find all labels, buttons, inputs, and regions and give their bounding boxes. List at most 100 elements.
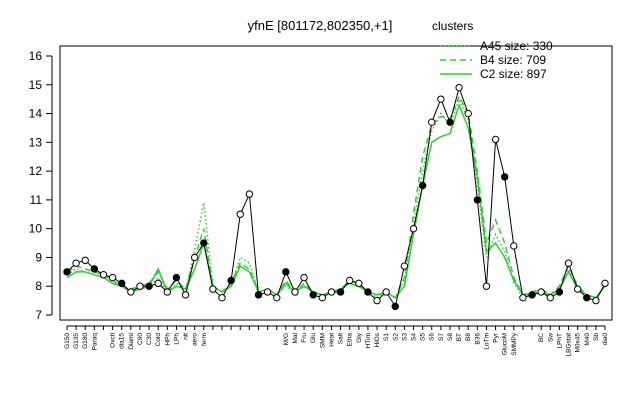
y-tick-label: 8 (35, 279, 42, 293)
x-tick-label: GlucoM (502, 333, 509, 355)
profile-point (336, 288, 345, 296)
profile-point (400, 262, 409, 270)
x-tick-label: B8 (465, 333, 472, 341)
profile-point (190, 253, 199, 262)
y-tick-label: 7 (35, 308, 42, 322)
profile-point (446, 118, 454, 126)
profile-point (118, 279, 126, 288)
x-tick-label: Mal (292, 332, 299, 343)
x-tick-label: Salt (338, 333, 345, 344)
profile-point (473, 196, 482, 204)
profile-point (327, 288, 336, 296)
x-tick-label: G180 (82, 333, 89, 349)
x-tick-label: Glu (310, 333, 317, 344)
profile-point (464, 109, 472, 118)
y-tick-label: 12 (29, 164, 43, 178)
chart-title: yfnE [801172,802350,+1] (248, 18, 393, 33)
profile-point (282, 268, 290, 276)
profile-point (263, 288, 272, 296)
profile-point (437, 95, 445, 103)
profile-point (373, 296, 381, 305)
profile-point (127, 288, 135, 296)
plot-frame (59, 45, 613, 321)
profile-point (546, 294, 554, 302)
profile-point (136, 282, 144, 290)
profile-point (227, 276, 235, 285)
profile-point (428, 118, 436, 126)
profile-point (318, 294, 327, 302)
x-tick-label: Cold (155, 333, 162, 347)
x-tick-label: dia0 (602, 333, 609, 346)
profile-point (418, 181, 427, 190)
profile-point (309, 291, 317, 299)
profile-point (364, 288, 372, 296)
x-tick-label: BC (538, 333, 545, 342)
profile-point (90, 265, 99, 273)
y-tick-label: 13 (29, 135, 43, 149)
x-tick-label: S7 (438, 333, 445, 341)
x-tick-label: LoTm (483, 333, 490, 350)
profile-point (528, 291, 536, 299)
profile-point (519, 294, 527, 302)
profile-point (254, 291, 263, 299)
x-tick-label: B36 (474, 333, 481, 345)
profile-point (72, 259, 80, 267)
profile-point (81, 256, 89, 265)
legend-label: A45 size: 330 (480, 39, 553, 53)
profile-point (273, 294, 281, 302)
cluster-line (66, 97, 606, 299)
x-tick-label: Sw (547, 333, 554, 342)
profile-point (601, 279, 609, 288)
x-tick-label: M0x45 (575, 333, 582, 353)
x-tick-label: LPhT (556, 333, 563, 349)
profile-point (99, 271, 108, 279)
profile-point (500, 173, 509, 181)
y-tick-label: 10 (29, 222, 43, 236)
legend-label: C2 size: 897 (480, 67, 547, 81)
profile-point (491, 135, 500, 144)
profile-point (573, 285, 582, 293)
profile-point (163, 288, 172, 296)
y-tick-label: 14 (29, 107, 43, 121)
x-tick-label: SMMPy (511, 332, 518, 356)
legend-title: clusters (432, 19, 473, 33)
x-tick-label: HTim (365, 333, 372, 348)
profile-point (181, 291, 190, 299)
y-tick-label: 16 (29, 49, 43, 63)
profile-point (583, 294, 591, 302)
cluster-line (66, 94, 606, 299)
profile-point (555, 288, 564, 296)
x-tick-label: Sb (593, 333, 600, 341)
profile-point (218, 294, 226, 302)
y-tick-label: 11 (30, 193, 43, 207)
x-tick-label: S5 (420, 333, 427, 341)
profile-point (355, 279, 363, 288)
x-tick-label: G150 (64, 333, 71, 349)
x-tick-label: Oxctl (110, 332, 117, 347)
x-tick-label: HiOs (374, 332, 381, 347)
profile-point (172, 273, 181, 282)
x-tick-label: S4 (411, 333, 418, 341)
x-tick-label: G135 (73, 333, 80, 349)
profile-point (63, 268, 71, 276)
profile-point (245, 190, 254, 198)
profile-line (66, 85, 606, 308)
profile-point (564, 259, 573, 267)
profile-point (236, 210, 244, 218)
profile-point (482, 282, 491, 290)
profile-point (537, 288, 545, 296)
x-tick-label: Etha (347, 333, 354, 347)
profile-point (391, 302, 399, 311)
profile-point (200, 239, 208, 247)
cluster-line (66, 102, 606, 299)
x-tick-label: nit (183, 333, 190, 340)
x-tick-label: M/G (283, 333, 290, 345)
y-tick-label: 15 (29, 78, 43, 92)
profile-point (209, 285, 217, 293)
x-tick-label: S8 (447, 333, 454, 341)
legend-label: B4 size: 709 (480, 53, 546, 67)
y-tick-label: 9 (35, 250, 42, 264)
x-tick-label: Paraq (91, 333, 98, 351)
x-tick-label: S1 (383, 333, 390, 341)
x-tick-label: BT (456, 333, 463, 341)
